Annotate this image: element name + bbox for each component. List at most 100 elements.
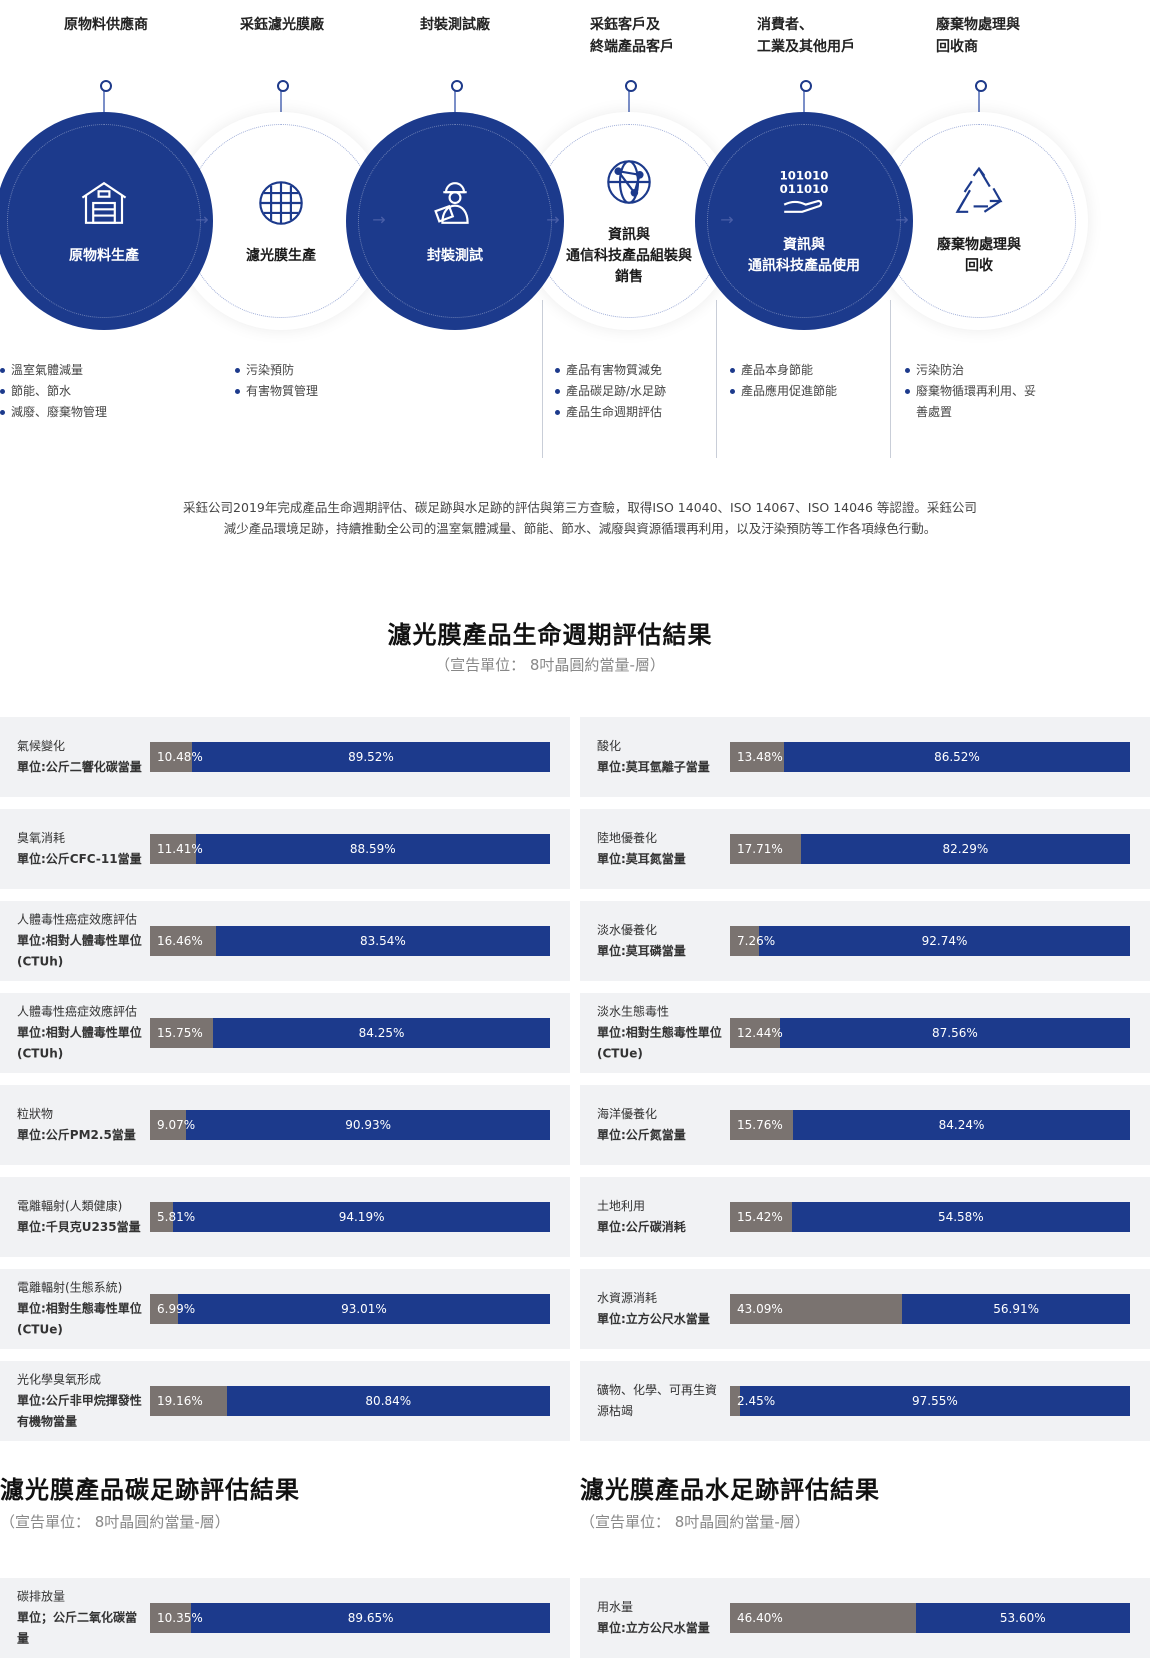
bar-segment-blue: 97.55% [739, 1386, 1130, 1416]
bar-label-grey: 16.46% [157, 934, 203, 948]
bar-label-blue: 90.93% [345, 1118, 391, 1132]
bar-label-grey: 5.81% [157, 1210, 196, 1224]
impact-unit: 單位:立方公尺水當量 [597, 1312, 710, 1326]
stage-bullets: 溫室氣體減量 節能、節水 減廢、廢棄物管理 [0, 360, 107, 423]
impact-category: 水資源消耗 [597, 1291, 658, 1305]
impact-category: 碳排放量 [17, 1589, 66, 1604]
impact-category: 臭氧消耗 [17, 831, 66, 845]
bar-segment-blue: 92.74% [759, 926, 1130, 956]
bar-label-grey: 12.44% [737, 1026, 783, 1040]
impact-unit: 單位:公斤二響化碳當量 [17, 760, 142, 774]
bar-label-grey: 11.41% [157, 842, 203, 856]
impact-label: 粒狀物 單位:公斤PM2.5當量 [17, 1104, 145, 1146]
bar-segment-blue: 83.54% [215, 926, 550, 956]
impact-card: 淡水優養化 單位:莫耳磷當量 7.26% 92.74% [580, 901, 1150, 981]
impact-label: 臭氧消耗 單位:公斤CFC-11當量 [17, 828, 145, 870]
bar-label-blue: 80.84% [365, 1394, 412, 1408]
bar-segment-grey: 10.48% [150, 742, 203, 772]
impact-card: 光化學臭氧形成 單位:公斤非甲烷揮發性有機物當量 19.16% 80.84% [0, 1361, 570, 1441]
bar-label-blue: 84.24% [938, 1118, 985, 1132]
bar-label-grey: 19.16% [157, 1394, 203, 1408]
bullet-item: 減廢、廢棄物管理 [0, 402, 107, 423]
bullet-item: 污染防治 [905, 360, 1036, 381]
bar-label-blue: 93.01% [341, 1302, 387, 1316]
bar-segment-grey: 10.35% [150, 1603, 203, 1633]
bar-label-grey: 6.99% [157, 1302, 196, 1316]
impact-label: 碳排放量單位；公斤二氧化碳當量 [17, 1587, 145, 1650]
carbon-subtitle: （宣告單位： 8吋晶圓約當量-層） [0, 1513, 230, 1531]
intro-line-1: 采鈺公司2019年完成產品生命週期評估、碳足跡與水足跡的評估與第三方查驗，取得I… [183, 500, 977, 515]
impact-unit: 單位:莫耳氮當量 [597, 852, 686, 866]
stage-title: 消費者、 工業及其他用戶 [757, 17, 855, 55]
stage-title: 采鈺濾光膜廠 [240, 17, 324, 33]
bar-label-blue: 54.58% [937, 1210, 984, 1224]
bullet-item: 污染預防 [235, 360, 318, 381]
stage-bullets: 污染預防 有害物質管理 [235, 360, 318, 402]
impact-unit: 單位:相對人體毒性單位(CTUh) [17, 933, 142, 969]
bar-label-blue: 83.54% [360, 934, 406, 948]
carbon-title: 濾光膜產品碳足跡評估結果 [0, 1476, 300, 1504]
impact-category: 用水量 [597, 1600, 634, 1614]
bar-segment-blue: 88.59% [195, 834, 550, 864]
bar-segment-grey: 43.09% [730, 1294, 903, 1324]
bar-segment-grey: 12.44% [730, 1018, 783, 1048]
bar-segment-grey: 15.75% [150, 1018, 213, 1048]
stacked-bar: 10.35% 89.65% [150, 1603, 550, 1633]
divider-line [716, 300, 717, 458]
impact-label: 電離輻射(生態系統) 單位:相對生態毒性單位(CTUe) [17, 1278, 145, 1341]
chain-arrow: → [546, 210, 560, 229]
bar-segment-grey: 46.40% [730, 1603, 916, 1633]
stacked-bar: 15.76% 84.24% [730, 1110, 1130, 1140]
stage-title: 廢棄物處理與 回收商 [936, 17, 1020, 55]
bar-segment-blue: 93.01% [177, 1294, 550, 1324]
stacked-bar: 19.16% 80.84% [150, 1386, 550, 1416]
bar-label-blue: 84.25% [358, 1026, 405, 1040]
bar-segment-grey: 2.45% [730, 1386, 775, 1416]
stage-title: 原物料供應商 [64, 17, 148, 33]
stage-title: 采鈺客戶及 終端產品客戶 [590, 17, 674, 55]
bar-label-grey: 10.35% [157, 1611, 203, 1625]
bar-label-blue: 53.60% [999, 1611, 1046, 1625]
bar-segment-blue: 53.60% [915, 1603, 1130, 1633]
impact-card: 電離輻射(生態系統) 單位:相對生態毒性單位(CTUe) 6.99% 93.01% [0, 1269, 570, 1349]
chain-arrow: → [372, 210, 386, 229]
stage-pin [277, 80, 289, 112]
chain-arrow: → [895, 210, 909, 229]
impact-category: 氣候變化 [17, 739, 66, 753]
bar-label-blue: 87.56% [931, 1026, 978, 1040]
lca-subtitle: （宣告單位： 8吋晶圓約當量-層） [435, 656, 665, 674]
impact-label: 淡水優養化 單位:莫耳磷當量 [597, 920, 725, 962]
bar-segment-blue: 89.52% [191, 742, 550, 772]
bar-label-grey: 2.45% [737, 1394, 776, 1408]
impact-unit: 單位；公斤二氧化碳當量 [17, 1610, 138, 1646]
bar-segment-grey: 5.81% [150, 1202, 195, 1232]
lca-title: 濾光膜產品生命週期評估結果 [387, 621, 713, 649]
impact-unit: 單位:千貝克U235當量 [17, 1220, 141, 1234]
impact-label: 淡水生態毒性 單位:相對生態毒性單位(CTUe) [597, 1002, 725, 1065]
bullet-item: 產品應用促進節能 [730, 381, 837, 402]
impact-card: 海洋優養化 單位:公斤氮當量 15.76% 84.24% [580, 1085, 1150, 1165]
impact-label: 人體毒性癌症效應評估 單位:相對人體毒性單位(CTUh) [17, 1002, 145, 1065]
intro-line-2: 減少產品環境足跡，持續推動全公司的溫室氣體減量、節能、節水、減廢與資源循環再利用… [223, 521, 937, 536]
impact-label: 光化學臭氧形成 單位:公斤非甲烷揮發性有機物當量 [17, 1370, 145, 1433]
stacked-bar: 11.41% 88.59% [150, 834, 550, 864]
impact-category: 淡水生態毒性 [597, 1004, 670, 1019]
bullet-item: 廢棄物循環再利用、妥 善處置 [905, 381, 1036, 423]
impact-unit: 單位:公斤碳消耗 [597, 1220, 686, 1234]
bullet-item: 有害物質管理 [235, 381, 318, 402]
impact-category: 陸地優養化 [597, 831, 658, 845]
bar-label-grey: 13.48% [737, 750, 783, 764]
water-subtitle: （宣告單位： 8吋晶圓約當量-層） [580, 1513, 810, 1531]
stacked-bar: 12.44% 87.56% [730, 1018, 1130, 1048]
impact-label: 酸化 單位:莫耳氫離子當量 [597, 736, 725, 778]
impact-unit: 單位:莫耳氫離子當量 [597, 760, 710, 774]
impact-label: 海洋優養化 單位:公斤氮當量 [597, 1104, 725, 1146]
bar-segment-grey: 15.76% [730, 1110, 794, 1140]
impact-label: 土地利用 單位:公斤碳消耗 [597, 1196, 725, 1238]
bullet-item: 溫室氣體減量 [0, 360, 107, 381]
bar-segment-blue: 90.93% [186, 1110, 550, 1140]
impact-category: 光化學臭氧形成 [17, 1372, 102, 1387]
impact-card: 人體毒性癌症效應評估 單位:相對人體毒性單位(CTUh) 16.46% 83.54% [0, 901, 570, 981]
bar-segment-grey: 11.41% [150, 834, 203, 864]
bar-segment-blue: 89.65% [191, 1603, 550, 1633]
